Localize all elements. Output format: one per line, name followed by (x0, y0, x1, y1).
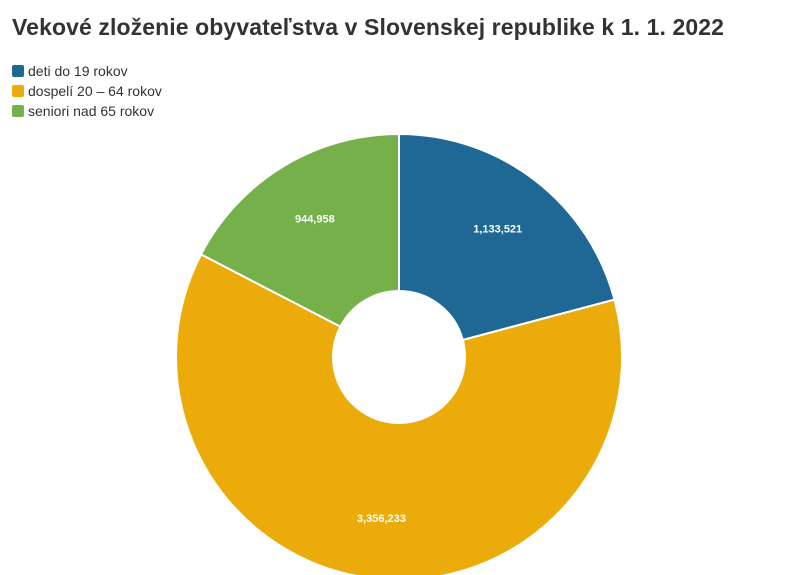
legend-item-children[interactable]: deti do 19 rokov (12, 61, 162, 81)
legend-label-seniors: seniori nad 65 rokov (28, 103, 155, 119)
chart-title: Vekové zloženie obyvateľstva v Slovenske… (12, 14, 725, 40)
data-label-adults: 3,356,233 (357, 513, 406, 525)
data-label-children: 1,133,521 (473, 224, 522, 236)
data-label-seniors: 944,958 (295, 214, 335, 226)
legend-swatch-adults (12, 85, 24, 97)
legend-label-children: deti do 19 rokov (28, 63, 128, 79)
legend-label-adults: dospelí 20 – 64 rokov (28, 83, 162, 99)
donut-slices (175, 132, 623, 575)
slice-seniors[interactable] (199, 132, 400, 328)
legend-item-seniors[interactable]: seniori nad 65 rokov (12, 101, 162, 121)
slice-children[interactable] (398, 132, 616, 342)
donut-labels: 1,133,521 3,356,233 944,958 (295, 214, 522, 525)
legend-item-adults[interactable]: dospelí 20 – 64 rokov (12, 81, 162, 101)
legend: deti do 19 rokov dospelí 20 – 64 rokov s… (12, 61, 162, 121)
legend-swatch-children (12, 65, 24, 77)
slice-adults[interactable] (175, 253, 623, 575)
legend-swatch-seniors (12, 105, 24, 117)
